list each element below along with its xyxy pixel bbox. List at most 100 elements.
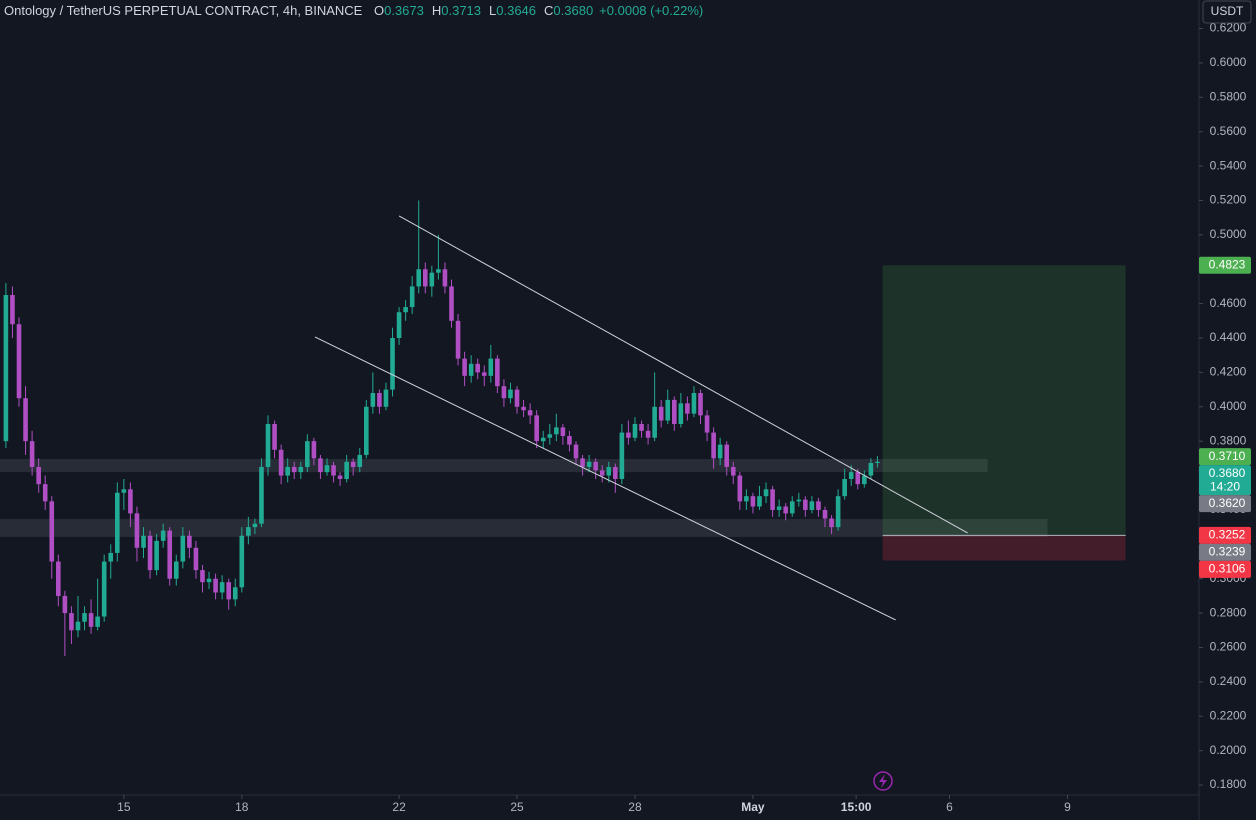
- price-label: 0.4823: [1209, 257, 1246, 271]
- candle-body: [547, 434, 553, 438]
- candle-body: [835, 496, 841, 528]
- candle-body: [128, 489, 133, 514]
- y-tick-label: 0.4000: [1210, 399, 1247, 413]
- candle-body: [200, 570, 205, 583]
- candle-body: [540, 437, 546, 442]
- candle-body: [475, 363, 481, 373]
- legend-value: 0.3646: [496, 3, 536, 18]
- currency-box[interactable]: [1202, 0, 1252, 24]
- candle-body: [521, 406, 526, 411]
- candle-body: [219, 582, 225, 593]
- candle-body: [776, 506, 782, 510]
- candle-body: [455, 320, 461, 359]
- candle-body: [167, 530, 173, 579]
- candle-body: [42, 484, 48, 502]
- candle-body: [481, 372, 487, 376]
- candle-body: [331, 465, 336, 476]
- alert-icon[interactable]: [873, 771, 893, 791]
- legend-change: +0.0008 (+0.22%): [599, 3, 703, 18]
- candle-body: [717, 444, 723, 459]
- candle-body: [816, 501, 821, 510]
- icon-bolt[interactable]: [879, 774, 887, 788]
- y-tick-label: 0.5400: [1210, 158, 1247, 172]
- header: Ontology / TetherUS PERPETUAL CONTRACT, …: [4, 3, 703, 18]
- candle-body: [730, 466, 736, 476]
- x-tick-label: 28: [628, 800, 642, 814]
- x-tick-label: 18: [235, 800, 249, 814]
- candle-body: [377, 393, 382, 407]
- candle-body: [344, 461, 349, 479]
- candle-body: [364, 406, 369, 455]
- candle-body: [88, 613, 94, 627]
- candle-body: [698, 393, 703, 416]
- legend: O0.3673 H0.3713 L0.3646 C0.3680 +0.0008 (+0.…: [374, 3, 703, 18]
- price-label-bg: [1199, 560, 1251, 578]
- x-tick-label: 15:00: [841, 800, 872, 814]
- candle-body: [23, 398, 28, 442]
- trend-line: [398, 215, 968, 534]
- price-label: 0.3710: [1209, 449, 1246, 463]
- candle-body: [704, 415, 710, 433]
- candle-body: [724, 444, 730, 467]
- candle-body: [567, 436, 572, 445]
- price-label-bg: [1199, 465, 1251, 496]
- y-tick-label: 0.2400: [1210, 674, 1247, 688]
- trend-line: [314, 336, 896, 621]
- candle-body: [685, 403, 690, 414]
- candle-body: [783, 506, 788, 514]
- candle-body: [770, 489, 775, 510]
- candle-body: [265, 423, 271, 467]
- candle-body: [416, 269, 422, 287]
- candle-body: [803, 499, 808, 510]
- price-label: 0.3620: [1209, 496, 1246, 510]
- candle-body: [495, 358, 500, 387]
- candle-body: [842, 478, 847, 497]
- y-tick-label: 0.4600: [1210, 296, 1247, 310]
- candle-body: [796, 499, 802, 502]
- candle-body: [554, 427, 559, 435]
- candle-body: [534, 415, 539, 442]
- currency[interactable]: USDT: [1211, 4, 1244, 18]
- candle-body: [613, 466, 618, 479]
- candle-body: [350, 461, 356, 467]
- candle-body: [29, 441, 35, 467]
- symbol-title: Ontology / TetherUS PERPETUAL CONTRACT, …: [4, 3, 363, 18]
- candle-body: [160, 530, 166, 541]
- candle-body: [187, 535, 192, 548]
- candle-body: [56, 561, 61, 596]
- candle-body: [239, 535, 245, 588]
- candle-body: [652, 406, 657, 438]
- candle-body: [141, 535, 146, 548]
- candle-body: [101, 561, 107, 617]
- candle-body: [285, 466, 290, 476]
- candle-body: [370, 393, 376, 407]
- y-tick-label: 0.3800: [1210, 433, 1247, 447]
- candle-body: [560, 427, 566, 437]
- price-label-bg: [1199, 448, 1251, 466]
- price-label: 0.3239: [1209, 545, 1246, 559]
- candle-body: [809, 501, 815, 510]
- legend-key: L: [489, 3, 496, 18]
- candle-body: [593, 461, 598, 471]
- candle-body: [232, 587, 238, 600]
- legend-key: O: [374, 3, 384, 18]
- candle-body: [95, 616, 100, 627]
- legend-value: 0.3673: [384, 3, 424, 18]
- candle-body: [108, 552, 114, 562]
- candle-body: [409, 286, 415, 308]
- y-tick-label: 0.2200: [1210, 708, 1247, 722]
- candle-body: [121, 489, 127, 493]
- candle-body: [337, 475, 343, 479]
- x-tick-label: 25: [510, 800, 524, 814]
- icon-circle[interactable]: [873, 771, 893, 791]
- candle-body: [305, 441, 310, 467]
- legend-value: 0.3713: [441, 3, 481, 18]
- y-tick-label: 0.2800: [1210, 605, 1247, 619]
- x-tick-label: 6: [946, 800, 953, 814]
- candle-body: [114, 492, 120, 553]
- price-label-bg: [1199, 256, 1251, 274]
- support-zone: [0, 459, 988, 473]
- candle-body: [436, 269, 441, 273]
- candle-body: [69, 613, 74, 631]
